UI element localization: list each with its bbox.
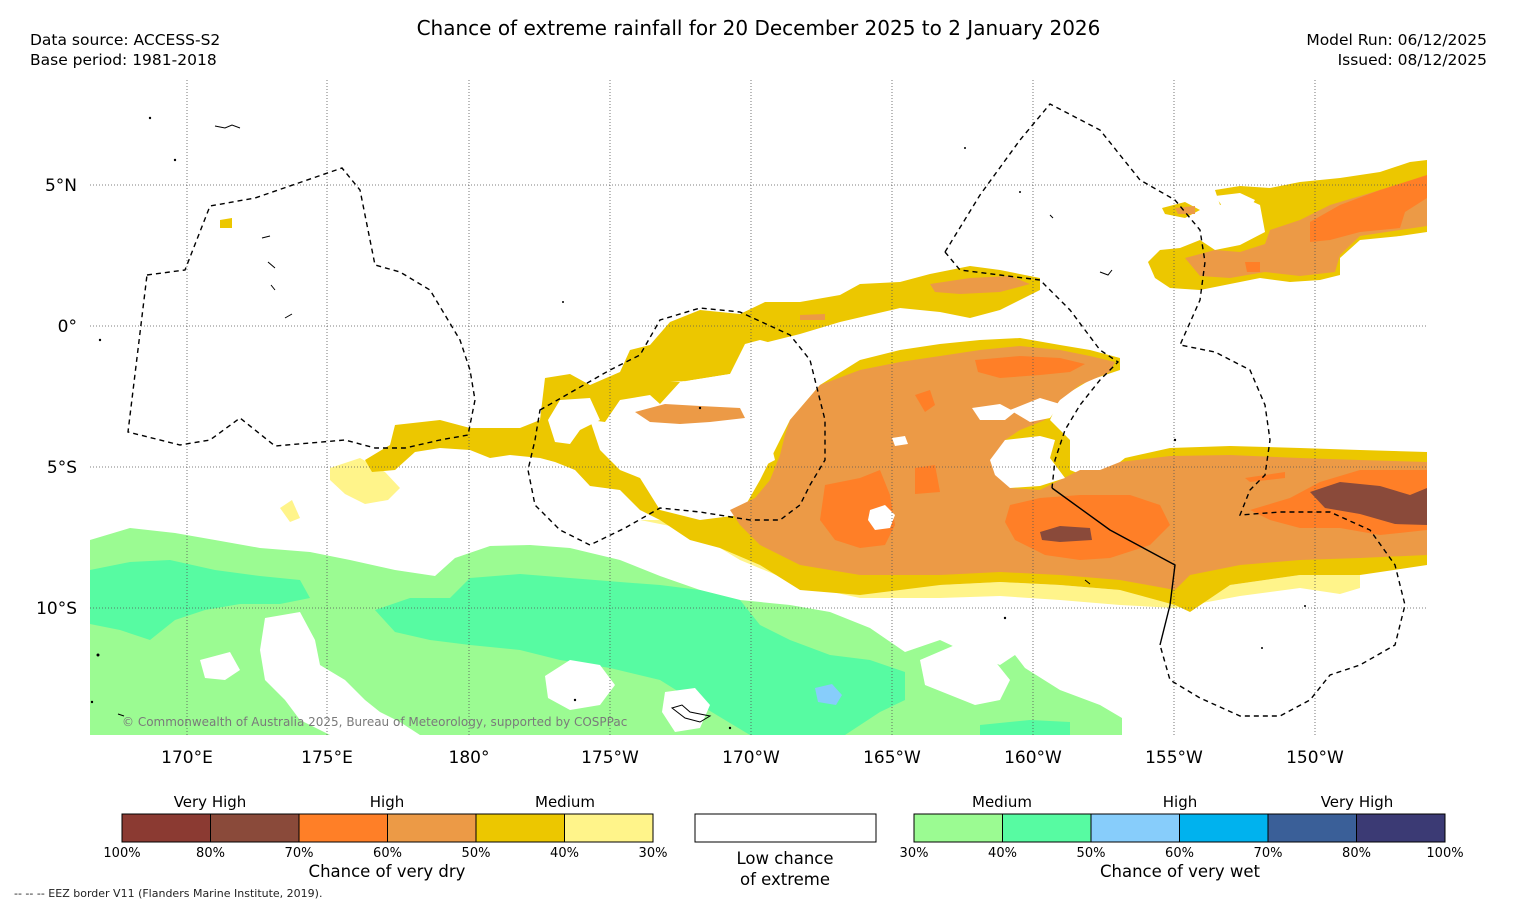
lon-axis: 170°E 175°E 180° 175°W 170°W 165°W 160°W… [161,748,1344,768]
dry-swatch [475,813,565,843]
dry-high-dark-region [915,465,940,494]
lon-label: 170°W [722,748,780,768]
lat-label: 5°N [45,176,77,196]
dry-legend-caption: Chance of very dry [309,862,466,881]
dry-high-region [800,314,825,320]
dry-high-region [1175,206,1195,214]
dry-swatch [387,813,477,843]
eez-borders [127,103,1406,717]
map-area [90,80,1427,735]
wet-tick: 40% [988,846,1017,861]
island-outlines [117,124,1113,723]
dry-high-dark-region [1005,495,1170,560]
wet-swatch [913,813,1003,843]
dry-high-region [930,276,1030,294]
wet-tick: 60% [1165,846,1194,861]
dry-category-label: High [370,793,404,811]
dry-tick: 80% [196,846,225,861]
dry-colorbar [121,813,654,843]
lon-label: 180° [449,748,490,768]
dry-high-dark-region [975,356,1085,378]
wet-tick: 100% [1426,846,1463,861]
dry-tick: 50% [462,846,491,861]
dry-high-dark-region [1245,472,1285,482]
header-left: Data source: ACCESS-S2 Base period: 1981… [30,30,220,70]
dry-tick: 60% [373,846,402,861]
neutral-caption-line2: of extreme [740,870,830,889]
wet-tick: 30% [900,846,929,861]
dry-high-region [730,346,1427,590]
wet-tick-labels: 30% 40% 50% 60% 70% 80% 100% [900,846,1464,861]
dry-veryhigh-region [1040,526,1092,542]
wet-swatch [1267,813,1357,843]
data-source-text: Data source: ACCESS-S2 [30,31,221,49]
dry-swatch [121,813,211,843]
wet-veryhigh-region [815,684,842,705]
dry-tick: 40% [550,846,579,861]
dry-tick: 100% [103,846,140,861]
wet-colorbar [913,813,1446,843]
dry-veryhigh-region [1310,482,1427,525]
copyright-text: © Commonwealth of Australia 2025, Bureau… [122,715,628,729]
wet-swatch [1090,813,1180,843]
dry-lowmedium-region [280,500,300,522]
wet-legend: Medium High Very High 30% 40% 50% 60% 70% 80%… [900,793,1464,881]
issued-text: Issued: 08/12/2025 [1337,51,1487,69]
lat-axis: 5°N 0° 5°S 10°S [36,176,77,619]
lon-label: 175°E [301,748,353,768]
lon-label: 155°W [1145,748,1203,768]
lon-label: 150°W [1286,748,1344,768]
eez-solid-segment [1051,487,1176,646]
dry-high-region [635,404,745,424]
wet-high-region [980,720,1070,735]
dry-category-label: Very High [174,793,247,811]
island-dots [90,116,1306,730]
dry-tick: 30% [639,846,668,861]
lon-label: 165°W [863,748,921,768]
wet-category-label: Very High [1321,793,1394,811]
lat-label: 5°S [47,458,77,478]
wet-legend-caption: Chance of very wet [1100,862,1261,881]
dry-medium-region [220,218,232,228]
wet-category-label: High [1163,793,1197,811]
eez-legend-note: -- -- -- EEZ border V11 (Flanders Marine… [14,887,323,900]
neutral-swatch [694,813,877,843]
model-run-text: Model Run: 06/12/2025 [1306,31,1487,49]
wet-high-region [375,574,905,735]
graticule [90,80,1427,735]
map-title: Chance of extreme rainfall for 20 Decemb… [416,16,1101,40]
dry-high-dark-region [1310,175,1427,242]
neutral-caption-line1: Low chance [736,849,833,868]
dry-tick: 70% [285,846,314,861]
wet-tick: 50% [1077,846,1106,861]
wet-swatch [1002,813,1092,843]
base-period-text: Base period: 1981-2018 [30,51,217,69]
neutral-legend: Low chance of extreme [694,813,877,889]
lon-label: 170°E [161,748,213,768]
lon-label: 175°W [581,748,639,768]
lat-label: 10°S [36,599,77,619]
lon-label: 160°W [1004,748,1062,768]
wet-high-region [90,560,310,640]
dry-high-dark-region [1245,262,1260,272]
dry-category-label: Medium [535,793,595,811]
wet-tick: 80% [1342,846,1371,861]
wet-swatch [1356,813,1446,843]
dry-legend: Very High High Medium 100% 80% 70% 60% 50% 40… [103,793,667,881]
dry-lowmedium-region [330,458,400,504]
dry-high-dark-region [915,390,935,412]
dry-tick-labels: 100% 80% 70% 60% 50% 40% 30% [103,846,667,861]
wet-swatch [1179,813,1269,843]
dry-swatch [564,813,654,843]
header-right: Model Run: 06/12/2025 Issued: 08/12/2025 [1306,30,1487,70]
wet-category-label: Medium [972,793,1032,811]
dry-swatch [210,813,300,843]
dry-swatch [298,813,388,843]
lat-label: 0° [58,317,77,337]
wet-tick: 70% [1254,846,1283,861]
